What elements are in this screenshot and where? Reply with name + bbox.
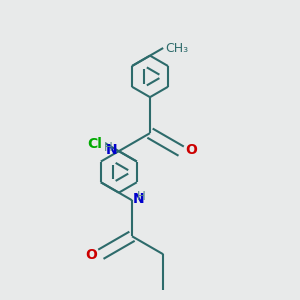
Text: Cl: Cl [88, 136, 102, 151]
Text: O: O [85, 248, 97, 262]
Text: N: N [133, 192, 145, 206]
Text: H: H [104, 141, 113, 154]
Text: O: O [185, 143, 197, 158]
Text: H: H [137, 190, 146, 203]
Text: N: N [106, 143, 117, 157]
Text: CH₃: CH₃ [165, 41, 188, 55]
